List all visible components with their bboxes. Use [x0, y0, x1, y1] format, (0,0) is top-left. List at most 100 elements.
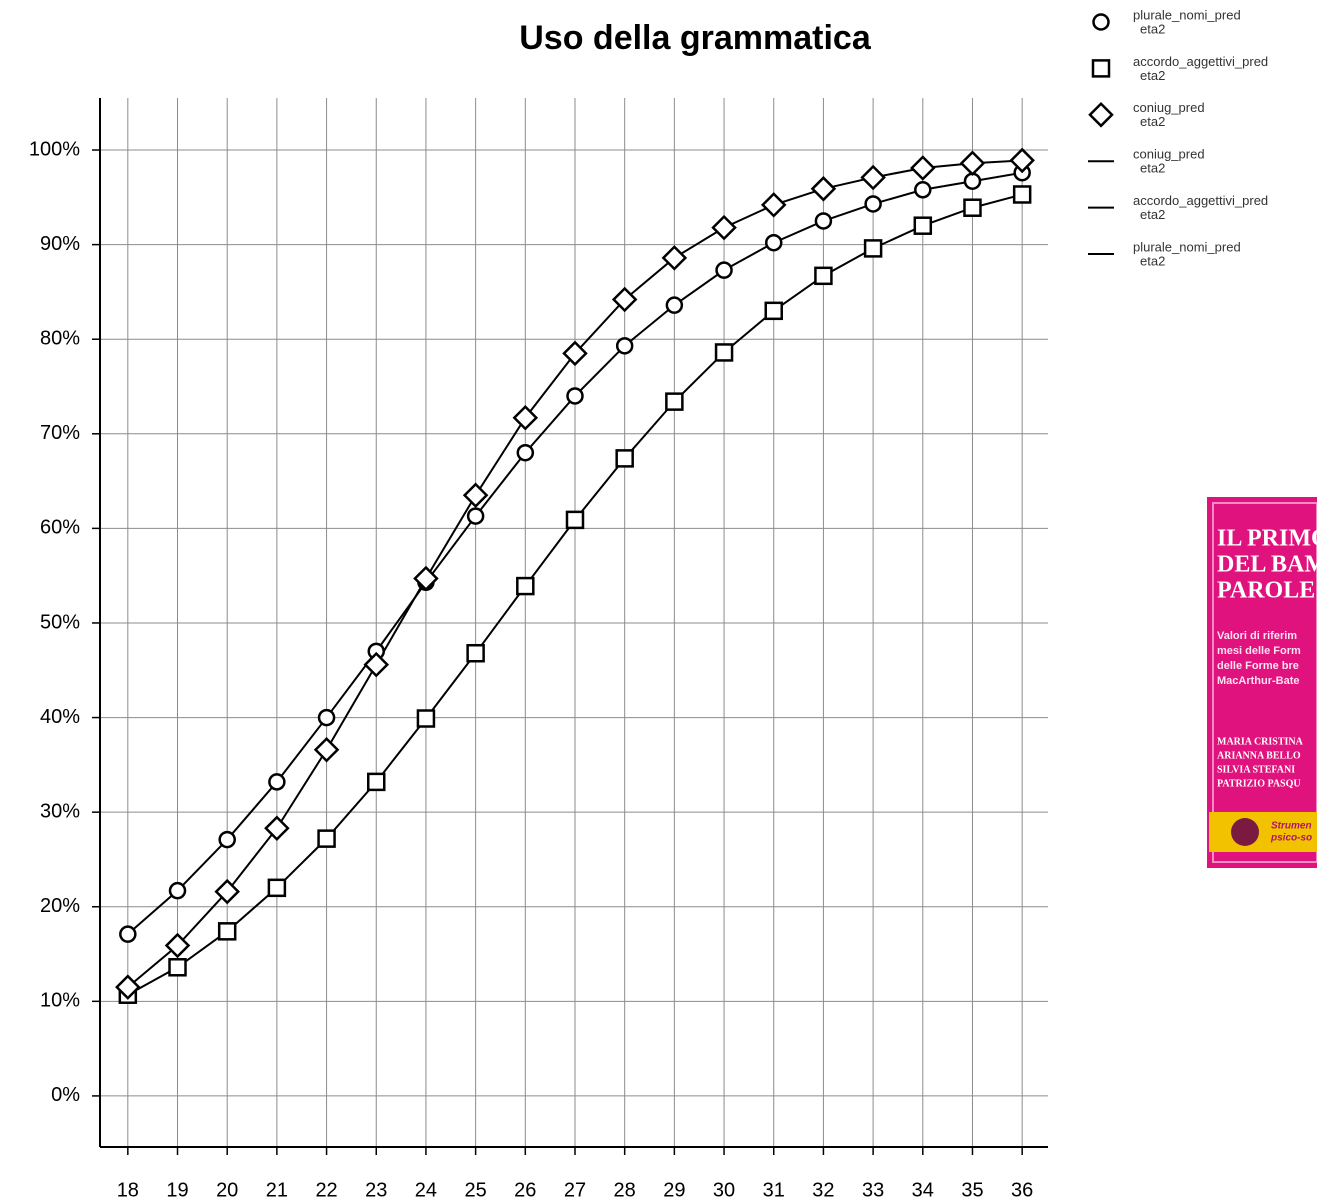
y-tick-label: 0%	[51, 1084, 80, 1106]
x-tick-label: 26	[514, 1179, 536, 1201]
legend-sublabel: eta2	[1140, 207, 1165, 222]
y-tick-label: 70%	[40, 422, 80, 444]
x-tick-label: 18	[117, 1179, 139, 1201]
point	[119, 925, 137, 943]
x-tick-label: 19	[166, 1179, 188, 1201]
legend-sublabel: eta2	[1140, 21, 1165, 36]
point	[764, 301, 783, 321]
x-tick-label: 33	[862, 1179, 884, 1201]
x-tick-label: 27	[564, 1179, 586, 1201]
point	[711, 214, 737, 241]
cover-title: DEL BAMB	[1217, 552, 1317, 578]
point	[115, 974, 141, 1000]
point	[416, 709, 436, 728]
point	[615, 337, 634, 355]
point	[264, 815, 290, 842]
point	[665, 392, 684, 411]
point	[963, 198, 982, 217]
point	[218, 830, 236, 849]
point	[914, 181, 932, 199]
point	[267, 878, 287, 898]
point	[611, 286, 638, 313]
point	[516, 443, 535, 462]
y-tick-label: 30%	[40, 800, 80, 822]
legend-sublabel: eta2	[1140, 161, 1165, 176]
point	[863, 239, 883, 258]
legend-label: coniug_pred	[1133, 147, 1205, 162]
x-tick-label: 20	[216, 1179, 238, 1201]
point	[760, 192, 787, 218]
point	[413, 565, 439, 592]
point	[665, 296, 684, 314]
x-tick-label: 32	[812, 1179, 834, 1201]
legend-symbol	[1091, 59, 1111, 78]
y-tick-label: 80%	[40, 327, 80, 349]
x-tick-label: 23	[365, 1179, 387, 1201]
cover-title: PAROLE E	[1217, 578, 1317, 604]
x-tick-label: 24	[415, 1179, 437, 1201]
point	[462, 482, 489, 509]
point	[363, 651, 390, 678]
y-tick-label: 20%	[40, 895, 80, 917]
x-tick-label: 29	[663, 1179, 685, 1201]
cover-author: SILVIA STEFANI	[1217, 764, 1295, 775]
legend-sublabel: eta2	[1140, 68, 1165, 83]
x-tick-label: 31	[763, 1179, 785, 1201]
cover-logo	[1231, 818, 1259, 846]
point	[217, 922, 237, 941]
y-tick-label: 90%	[40, 233, 80, 255]
point	[466, 507, 485, 525]
x-tick-label: 35	[961, 1179, 983, 1201]
y-tick-label: 100%	[29, 138, 80, 160]
legend-sublabel: eta2	[1140, 253, 1165, 268]
point	[615, 449, 634, 468]
x-tick-label: 36	[1011, 1179, 1033, 1201]
point	[214, 878, 240, 905]
x-tick-label: 34	[912, 1179, 934, 1201]
point	[268, 773, 286, 791]
legend-label: accordo_aggettivi_pred	[1133, 54, 1268, 69]
point	[910, 155, 936, 181]
point	[714, 343, 734, 362]
cover-text: mesi delle Form	[1217, 645, 1301, 657]
point	[562, 340, 588, 367]
legend-label: plurale_nomi_pred	[1133, 239, 1241, 254]
legend-symbol	[1088, 102, 1114, 128]
cover-author: PATRIZIO PASQU	[1217, 778, 1301, 789]
point	[367, 772, 386, 792]
legend: plurale_nomi_predeta2accordo_aggettivi_p…	[1088, 7, 1268, 268]
cover-background	[1207, 497, 1317, 868]
book-cover: IL PRIMO VDEL BAMBPAROLE E Valori di rife…	[1207, 497, 1317, 868]
cover-band	[1209, 812, 1317, 852]
point	[764, 233, 783, 252]
point	[168, 881, 187, 900]
point	[814, 266, 833, 286]
point	[810, 176, 837, 202]
y-tick-label: 10%	[40, 990, 80, 1012]
point	[512, 404, 539, 431]
point	[317, 829, 336, 848]
point	[913, 216, 933, 235]
legend-label: accordo_aggettivi_pred	[1133, 193, 1268, 208]
y-tick-label: 50%	[40, 611, 80, 633]
point	[864, 195, 882, 213]
x-tick-label: 30	[713, 1179, 735, 1201]
legend-symbol	[1092, 13, 1110, 31]
point	[466, 643, 485, 663]
cover-author: MARIA CRISTINA	[1217, 736, 1304, 747]
point	[1009, 147, 1035, 174]
cover-text: delle Forme bre	[1217, 660, 1299, 672]
x-tick-label: 22	[315, 1179, 337, 1201]
point	[715, 261, 733, 279]
cover-border	[1212, 502, 1317, 863]
point	[516, 576, 535, 596]
x-tick-label: 28	[614, 1179, 636, 1201]
point	[1012, 185, 1032, 204]
point	[566, 387, 584, 405]
legend-label: coniug_pred	[1133, 100, 1205, 115]
y-tick-label: 40%	[40, 706, 80, 728]
x-tick-label: 21	[266, 1179, 288, 1201]
point	[959, 150, 986, 177]
cover-text: Valori di riferim	[1217, 630, 1297, 642]
